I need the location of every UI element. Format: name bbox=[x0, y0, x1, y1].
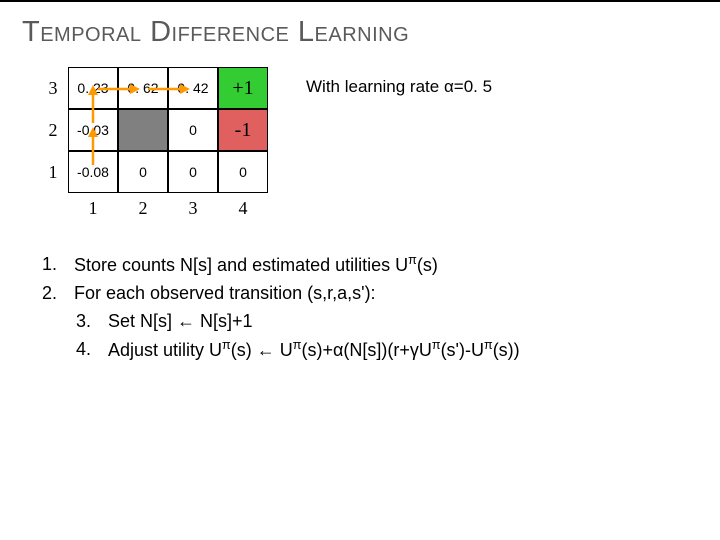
cell-r3c2: 0. 62 bbox=[118, 67, 168, 109]
bullet-3: 3. Set N[s] ← N[s]+1 bbox=[76, 308, 720, 336]
cell-r2c4-pit: -1 bbox=[218, 109, 268, 151]
bullet-4-text: Adjust utility Uπ(s) ← Uπ(s)+α(N[s])(r+γ… bbox=[108, 336, 520, 365]
learning-rate-note: With learning rate α=0. 5 bbox=[306, 77, 492, 97]
bullet-2-text: For each observed transition (s,r,a,s'): bbox=[74, 280, 376, 308]
cell-r1c3: 0 bbox=[168, 151, 218, 193]
bullet-1-text: Store counts N[s] and estimated utilitie… bbox=[74, 251, 438, 280]
bullet-2: 2. For each observed transition (s,r,a,s… bbox=[42, 280, 720, 308]
bullet-2-num: 2. bbox=[42, 280, 74, 308]
cell-r3c1: 0. 23 bbox=[68, 67, 118, 109]
cell-r2c2-wall bbox=[118, 109, 168, 151]
note-value: =0. 5 bbox=[454, 77, 492, 96]
grid-wrap: 3 0. 23 0. 62 0. 42 +1 2 -0.03 0 -1 1 -0… bbox=[38, 67, 268, 223]
col-label-1: 1 bbox=[68, 193, 118, 223]
cell-r2c3: 0 bbox=[168, 109, 218, 151]
bullet-1: 1. Store counts N[s] and estimated utili… bbox=[42, 251, 720, 280]
cell-r1c2: 0 bbox=[118, 151, 168, 193]
cell-r3c3: 0. 42 bbox=[168, 67, 218, 109]
bullet-3-text: Set N[s] ← N[s]+1 bbox=[108, 308, 253, 336]
bullet-1-num: 1. bbox=[42, 251, 74, 280]
note-alpha: α bbox=[444, 77, 454, 96]
bullet-3-num: 3. bbox=[76, 308, 108, 336]
utility-grid: 3 0. 23 0. 62 0. 42 +1 2 -0.03 0 -1 1 -0… bbox=[38, 67, 268, 223]
algorithm-list: 1. Store counts N[s] and estimated utili… bbox=[42, 251, 720, 365]
note-prefix: With learning rate bbox=[306, 77, 444, 96]
row-label-3: 3 bbox=[38, 67, 68, 109]
col-label-3: 3 bbox=[168, 193, 218, 223]
cell-r1c1: -0.08 bbox=[68, 151, 118, 193]
bullet-4: 4. Adjust utility Uπ(s) ← Uπ(s)+α(N[s])(… bbox=[76, 336, 720, 365]
col-label-4: 4 bbox=[218, 193, 268, 223]
cell-r1c4: 0 bbox=[218, 151, 268, 193]
cell-r3c4-goal: +1 bbox=[218, 67, 268, 109]
corner-blank bbox=[38, 193, 68, 223]
row-label-1: 1 bbox=[38, 151, 68, 193]
slide-title: Temporal Difference Learning bbox=[0, 2, 720, 49]
content-row: 3 0. 23 0. 62 0. 42 +1 2 -0.03 0 -1 1 -0… bbox=[38, 67, 720, 223]
bullet-4-num: 4. bbox=[76, 336, 108, 365]
col-label-2: 2 bbox=[118, 193, 168, 223]
row-label-2: 2 bbox=[38, 109, 68, 151]
cell-r2c1: -0.03 bbox=[68, 109, 118, 151]
